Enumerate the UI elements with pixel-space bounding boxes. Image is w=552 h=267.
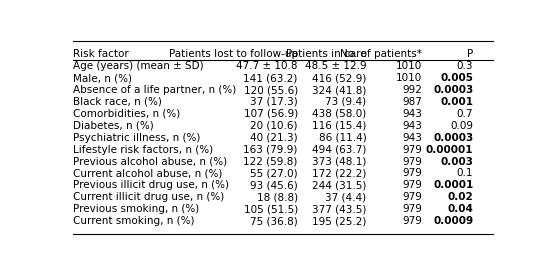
Text: 0.005: 0.005 — [440, 73, 473, 83]
Text: 324 (41.8): 324 (41.8) — [312, 85, 367, 95]
Text: 107 (56.9): 107 (56.9) — [243, 109, 298, 119]
Text: 37 (17.3): 37 (17.3) — [250, 97, 298, 107]
Text: 0.0001: 0.0001 — [433, 180, 473, 190]
Text: Current alcohol abuse, n (%): Current alcohol abuse, n (%) — [73, 168, 222, 178]
Text: 75 (36.8): 75 (36.8) — [250, 216, 298, 226]
Text: 37 (4.4): 37 (4.4) — [325, 192, 367, 202]
Text: 195 (25.2): 195 (25.2) — [312, 216, 367, 226]
Text: 0.00001: 0.00001 — [426, 145, 473, 155]
Text: 992: 992 — [402, 85, 422, 95]
Text: 979: 979 — [402, 168, 422, 178]
Text: 0.09: 0.09 — [450, 121, 473, 131]
Text: 979: 979 — [402, 145, 422, 155]
Text: 1010: 1010 — [396, 61, 422, 71]
Text: 244 (31.5): 244 (31.5) — [312, 180, 367, 190]
Text: 40 (21.3): 40 (21.3) — [250, 133, 298, 143]
Text: Comorbidities, n (%): Comorbidities, n (%) — [73, 109, 181, 119]
Text: Patients lost to follow-up: Patients lost to follow-up — [169, 49, 298, 59]
Text: 20 (10.6): 20 (10.6) — [251, 121, 298, 131]
Text: 987: 987 — [402, 97, 422, 107]
Text: 163 (79.9): 163 (79.9) — [243, 145, 298, 155]
Text: Age (years) (mean ± SD): Age (years) (mean ± SD) — [73, 61, 204, 71]
Text: 979: 979 — [402, 156, 422, 167]
Text: 86 (11.4): 86 (11.4) — [319, 133, 367, 143]
Text: 0.0003: 0.0003 — [433, 133, 473, 143]
Text: 55 (27.0): 55 (27.0) — [250, 168, 298, 178]
Text: 120 (55.6): 120 (55.6) — [243, 85, 298, 95]
Text: 105 (51.5): 105 (51.5) — [243, 204, 298, 214]
Text: Previous illicit drug use, n (%): Previous illicit drug use, n (%) — [73, 180, 229, 190]
Text: 47.7 ± 10.8: 47.7 ± 10.8 — [236, 61, 298, 71]
Text: 73 (9.4): 73 (9.4) — [325, 97, 367, 107]
Text: Previous alcohol abuse, n (%): Previous alcohol abuse, n (%) — [73, 156, 227, 167]
Text: 979: 979 — [402, 216, 422, 226]
Text: 0.0009: 0.0009 — [433, 216, 473, 226]
Text: 0.003: 0.003 — [440, 156, 473, 167]
Text: Risk factor: Risk factor — [73, 49, 129, 59]
Text: 943: 943 — [402, 133, 422, 143]
Text: Psychiatric illness, n (%): Psychiatric illness, n (%) — [73, 133, 201, 143]
Text: Previous smoking, n (%): Previous smoking, n (%) — [73, 204, 199, 214]
Text: Patients in care: Patients in care — [286, 49, 367, 59]
Text: 979: 979 — [402, 180, 422, 190]
Text: Current smoking, n (%): Current smoking, n (%) — [73, 216, 195, 226]
Text: 116 (15.4): 116 (15.4) — [312, 121, 367, 131]
Text: 0.3: 0.3 — [457, 61, 473, 71]
Text: Current illicit drug use, n (%): Current illicit drug use, n (%) — [73, 192, 225, 202]
Text: 979: 979 — [402, 192, 422, 202]
Text: 18 (8.8): 18 (8.8) — [257, 192, 298, 202]
Text: 943: 943 — [402, 121, 422, 131]
Text: 0.7: 0.7 — [457, 109, 473, 119]
Text: 373 (48.1): 373 (48.1) — [312, 156, 367, 167]
Text: 0.04: 0.04 — [447, 204, 473, 214]
Text: 93 (45.6): 93 (45.6) — [250, 180, 298, 190]
Text: Black race, n (%): Black race, n (%) — [73, 97, 162, 107]
Text: P: P — [467, 49, 473, 59]
Text: No. of patients*: No. of patients* — [340, 49, 422, 59]
Text: 438 (58.0): 438 (58.0) — [312, 109, 367, 119]
Text: 48.5 ± 12.9: 48.5 ± 12.9 — [305, 61, 367, 71]
Text: Diabetes, n (%): Diabetes, n (%) — [73, 121, 154, 131]
Text: 0.1: 0.1 — [457, 168, 473, 178]
Text: 0.001: 0.001 — [440, 97, 473, 107]
Text: Male, n (%): Male, n (%) — [73, 73, 132, 83]
Text: 0.02: 0.02 — [448, 192, 473, 202]
Text: 172 (22.2): 172 (22.2) — [312, 168, 367, 178]
Text: Absence of a life partner, n (%): Absence of a life partner, n (%) — [73, 85, 236, 95]
Text: 122 (59.8): 122 (59.8) — [243, 156, 298, 167]
Text: 141 (63.2): 141 (63.2) — [243, 73, 298, 83]
Text: 377 (43.5): 377 (43.5) — [312, 204, 367, 214]
Text: 979: 979 — [402, 204, 422, 214]
Text: 416 (52.9): 416 (52.9) — [312, 73, 367, 83]
Text: Lifestyle risk factors, n (%): Lifestyle risk factors, n (%) — [73, 145, 214, 155]
Text: 943: 943 — [402, 109, 422, 119]
Text: 0.0003: 0.0003 — [433, 85, 473, 95]
Text: 1010: 1010 — [396, 73, 422, 83]
Text: 494 (63.7): 494 (63.7) — [312, 145, 367, 155]
